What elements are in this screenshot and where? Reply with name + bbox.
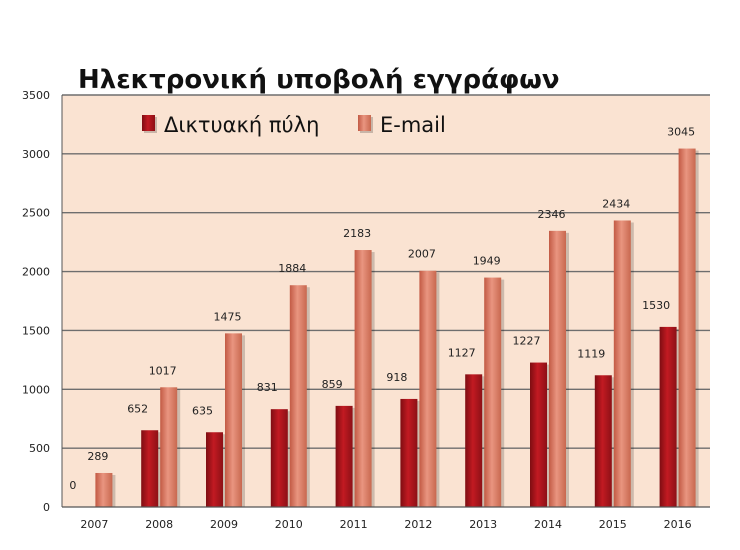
x-tick-label: 2011 [340,518,368,531]
legend-label-portal: Δικτυακή πύλη [164,113,319,137]
bar-portal-2012 [400,398,418,507]
legend-swatch-email [358,115,371,131]
x-tick-label: 2008 [145,518,173,531]
bar-portal-2011 [335,405,353,507]
bar-portal-2016 [659,326,677,507]
data-label: 289 [87,450,108,463]
data-label: 0 [69,479,76,492]
y-tick-label: 500 [29,442,50,455]
bar-portal-2014 [530,362,547,507]
y-tick-label: 0 [43,501,50,514]
bar-email-2014 [549,230,566,507]
x-tick-label: 2010 [275,518,303,531]
bar-portal-2015 [594,375,612,507]
data-label: 2434 [602,197,630,210]
bar-portal-2010 [270,409,288,507]
y-tick-label: 1000 [22,383,50,396]
x-tick-label: 2009 [210,518,238,531]
x-tick-label: 2013 [469,518,497,531]
bar-email-2016 [678,148,696,507]
y-tick-label: 3000 [22,148,50,161]
data-label: 652 [127,402,148,415]
data-label: 1475 [214,310,242,323]
x-tick-label: 2014 [534,518,562,531]
data-label: 1017 [149,364,177,377]
data-label: 2346 [538,208,566,221]
legend-label-email: E-mail [380,113,446,137]
x-tick-label: 2012 [404,518,432,531]
chart-title: Ηλεκτρονική υποβολή εγγράφων [78,65,560,95]
y-tick-label: 2500 [22,207,50,220]
data-label: 635 [192,404,213,417]
bar-email-2010 [289,285,307,507]
bar-email-2008 [160,387,178,507]
x-tick-label: 2015 [599,518,627,531]
bar-portal-2008 [141,430,159,507]
bar-email-2009 [225,333,242,507]
bar-email-2015 [613,220,631,507]
data-label: 831 [257,381,278,394]
data-label: 1884 [278,262,306,275]
bar-email-2007 [95,472,113,507]
bar-portal-2009 [206,432,223,507]
data-label: 1127 [448,346,476,359]
data-label: 1227 [513,335,541,348]
legend-swatch-portal [142,115,155,131]
data-label: 2007 [408,248,436,261]
data-label: 1530 [642,299,670,312]
y-tick-label: 2000 [22,266,50,279]
data-label: 1119 [577,347,605,360]
data-label: 2183 [343,227,371,240]
x-tick-label: 2016 [664,518,692,531]
bar-portal-2013 [465,374,483,507]
data-label: 918 [386,371,407,384]
data-label: 3045 [667,126,695,139]
data-label: 1949 [473,255,501,268]
bar-email-2012 [419,270,437,507]
bar-email-2013 [484,277,502,507]
x-tick-label: 2007 [80,518,108,531]
bar-email-2011 [354,250,372,507]
y-tick-label: 1500 [22,324,50,337]
data-label: 859 [322,378,343,391]
y-tick-label: 3500 [22,89,50,102]
